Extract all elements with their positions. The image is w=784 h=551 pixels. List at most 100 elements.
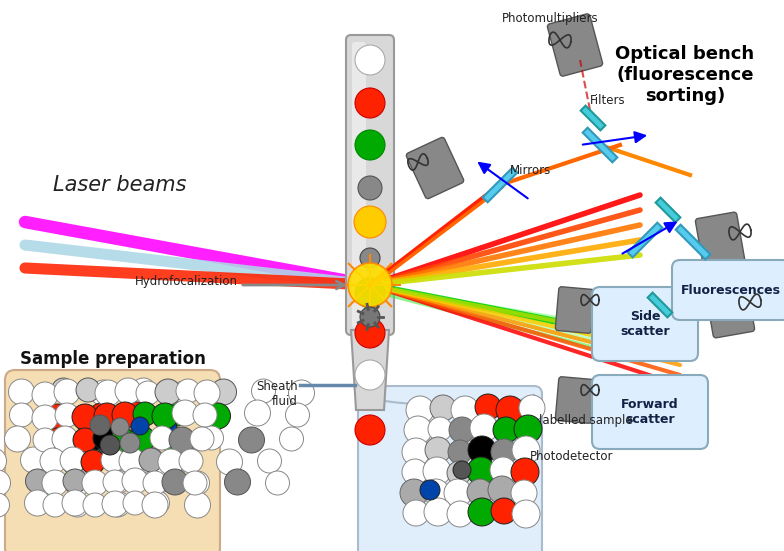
Circle shape	[453, 461, 471, 479]
Text: Side
scatter: Side scatter	[620, 310, 670, 338]
Circle shape	[72, 404, 98, 430]
Circle shape	[186, 471, 209, 495]
Circle shape	[61, 450, 85, 474]
Circle shape	[81, 450, 105, 474]
Circle shape	[82, 470, 108, 496]
Circle shape	[32, 382, 58, 408]
Circle shape	[449, 417, 475, 443]
Circle shape	[252, 379, 275, 403]
Circle shape	[280, 427, 303, 451]
Circle shape	[425, 437, 451, 463]
Text: Forward
scatter: Forward scatter	[621, 398, 679, 426]
Circle shape	[0, 448, 6, 474]
Text: Sample preparation: Sample preparation	[20, 350, 205, 368]
Circle shape	[158, 426, 184, 452]
Circle shape	[93, 426, 117, 450]
FancyBboxPatch shape	[695, 212, 745, 268]
FancyBboxPatch shape	[592, 287, 698, 361]
Circle shape	[125, 402, 151, 428]
Circle shape	[475, 394, 501, 420]
Circle shape	[40, 448, 66, 474]
Circle shape	[451, 396, 479, 424]
Circle shape	[26, 469, 49, 493]
Circle shape	[150, 426, 174, 450]
Circle shape	[403, 500, 429, 526]
Circle shape	[0, 470, 10, 496]
Circle shape	[158, 449, 184, 475]
Circle shape	[143, 471, 167, 495]
Circle shape	[257, 449, 281, 473]
Circle shape	[354, 206, 386, 238]
Circle shape	[111, 418, 129, 436]
Text: Laser beams: Laser beams	[53, 175, 187, 195]
FancyBboxPatch shape	[672, 260, 784, 320]
Circle shape	[20, 447, 46, 473]
Circle shape	[491, 498, 517, 524]
Circle shape	[45, 428, 70, 452]
Circle shape	[447, 461, 471, 485]
Circle shape	[129, 426, 155, 452]
Circle shape	[172, 400, 198, 426]
Circle shape	[130, 378, 157, 404]
Text: Sheath
fluid: Sheath fluid	[256, 380, 298, 408]
Circle shape	[162, 469, 188, 495]
Circle shape	[177, 448, 201, 472]
Text: Hydrofocalization: Hydrofocalization	[135, 276, 238, 289]
Circle shape	[106, 470, 129, 494]
Circle shape	[73, 428, 97, 452]
Circle shape	[122, 468, 148, 494]
Circle shape	[9, 379, 34, 405]
Circle shape	[184, 492, 210, 518]
Circle shape	[402, 459, 428, 485]
Circle shape	[63, 469, 87, 493]
Circle shape	[122, 428, 146, 452]
Circle shape	[55, 403, 79, 427]
Circle shape	[420, 480, 440, 500]
Circle shape	[62, 490, 88, 516]
Circle shape	[428, 417, 452, 441]
FancyBboxPatch shape	[547, 14, 603, 76]
Circle shape	[144, 468, 170, 494]
Circle shape	[493, 417, 519, 443]
Circle shape	[176, 379, 200, 403]
Circle shape	[179, 449, 203, 473]
Circle shape	[430, 395, 456, 421]
Circle shape	[137, 433, 158, 453]
Circle shape	[467, 457, 495, 485]
Circle shape	[60, 447, 86, 473]
Circle shape	[24, 490, 50, 516]
Bar	[583, 128, 617, 163]
Circle shape	[64, 470, 90, 496]
Circle shape	[266, 471, 289, 495]
Circle shape	[9, 403, 34, 427]
Circle shape	[224, 469, 251, 495]
Circle shape	[139, 448, 163, 472]
Bar	[581, 106, 605, 131]
Circle shape	[90, 380, 117, 406]
Circle shape	[190, 427, 214, 451]
Circle shape	[183, 471, 207, 495]
Circle shape	[511, 480, 537, 506]
Circle shape	[100, 435, 120, 455]
Circle shape	[118, 418, 136, 436]
Text: Photomultipliers: Photomultipliers	[502, 12, 598, 25]
Circle shape	[95, 380, 121, 406]
Circle shape	[289, 380, 314, 406]
Circle shape	[78, 415, 97, 435]
Circle shape	[355, 318, 385, 348]
Circle shape	[194, 380, 220, 406]
Circle shape	[238, 427, 264, 453]
Circle shape	[90, 415, 110, 435]
FancyBboxPatch shape	[555, 377, 594, 423]
Circle shape	[165, 402, 190, 426]
Circle shape	[512, 500, 540, 528]
Circle shape	[146, 491, 169, 515]
Circle shape	[245, 400, 270, 426]
Circle shape	[111, 428, 135, 452]
Circle shape	[158, 417, 176, 435]
Circle shape	[355, 415, 385, 445]
Text: Optical bench
(fluorescence
sorting): Optical bench (fluorescence sorting)	[615, 45, 754, 105]
Circle shape	[490, 457, 516, 483]
Circle shape	[52, 426, 78, 452]
Circle shape	[355, 360, 385, 390]
